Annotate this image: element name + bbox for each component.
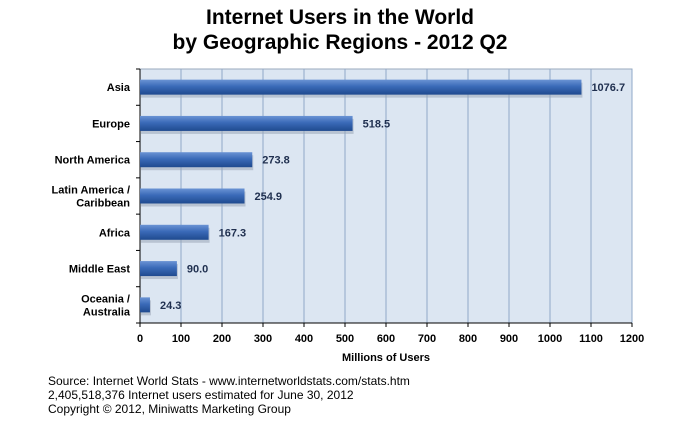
bar-3 (140, 188, 245, 204)
bar-6 (140, 297, 150, 313)
x-tick-label: 300 (254, 333, 272, 345)
footer-source: Source: Internet World Stats - www.inter… (48, 374, 410, 388)
category-label: Africa (99, 227, 131, 239)
x-axis-title: Millions of Users (342, 352, 430, 364)
x-tick-label: 100 (172, 333, 190, 345)
category-label: Oceania / (81, 293, 130, 305)
chart-title-line-1: Internet Users in the World (206, 6, 474, 29)
x-tick-label: 400 (295, 333, 313, 345)
bar-value-label: 90.0 (187, 264, 208, 276)
bar-value-label: 167.3 (219, 227, 247, 239)
x-tick-label: 500 (336, 333, 354, 345)
footer-copyright: Copyright © 2012, Miniwatts Marketing Gr… (48, 402, 291, 416)
category-label: Caribbean (76, 198, 130, 210)
category-label: Latin America / (52, 185, 130, 197)
category-label: Middle East (69, 264, 130, 276)
bar-1 (140, 115, 353, 131)
bar-0 (140, 79, 582, 95)
category-label: Asia (107, 82, 131, 94)
x-tick-label: 200 (213, 333, 231, 345)
category-label: North America (55, 155, 131, 167)
chart-title-line-2: by Geographic Regions - 2012 Q2 (172, 31, 508, 54)
bar-value-label: 518.5 (363, 118, 391, 130)
x-tick-label: 1200 (620, 333, 644, 345)
x-tick-label: 900 (500, 333, 518, 345)
x-tick-label: 0 (137, 333, 143, 345)
bar-value-label: 254.9 (255, 191, 283, 203)
x-tick-label: 600 (377, 333, 395, 345)
bar-5 (140, 261, 177, 277)
footer-users-estimate: 2,405,518,376 Internet users estimated f… (48, 388, 354, 402)
bar-value-label: 273.8 (262, 155, 290, 167)
bar-2 (140, 152, 253, 168)
x-tick-label: 800 (459, 333, 477, 345)
category-label: Australia (83, 306, 131, 318)
bar-4 (140, 224, 209, 240)
bar-value-label: 1076.7 (591, 82, 625, 94)
x-tick-label: 700 (418, 333, 436, 345)
category-label: Europe (92, 118, 130, 130)
x-tick-label: 1000 (538, 333, 562, 345)
x-tick-label: 1100 (579, 333, 603, 345)
bar-value-label: 24.3 (160, 300, 181, 312)
